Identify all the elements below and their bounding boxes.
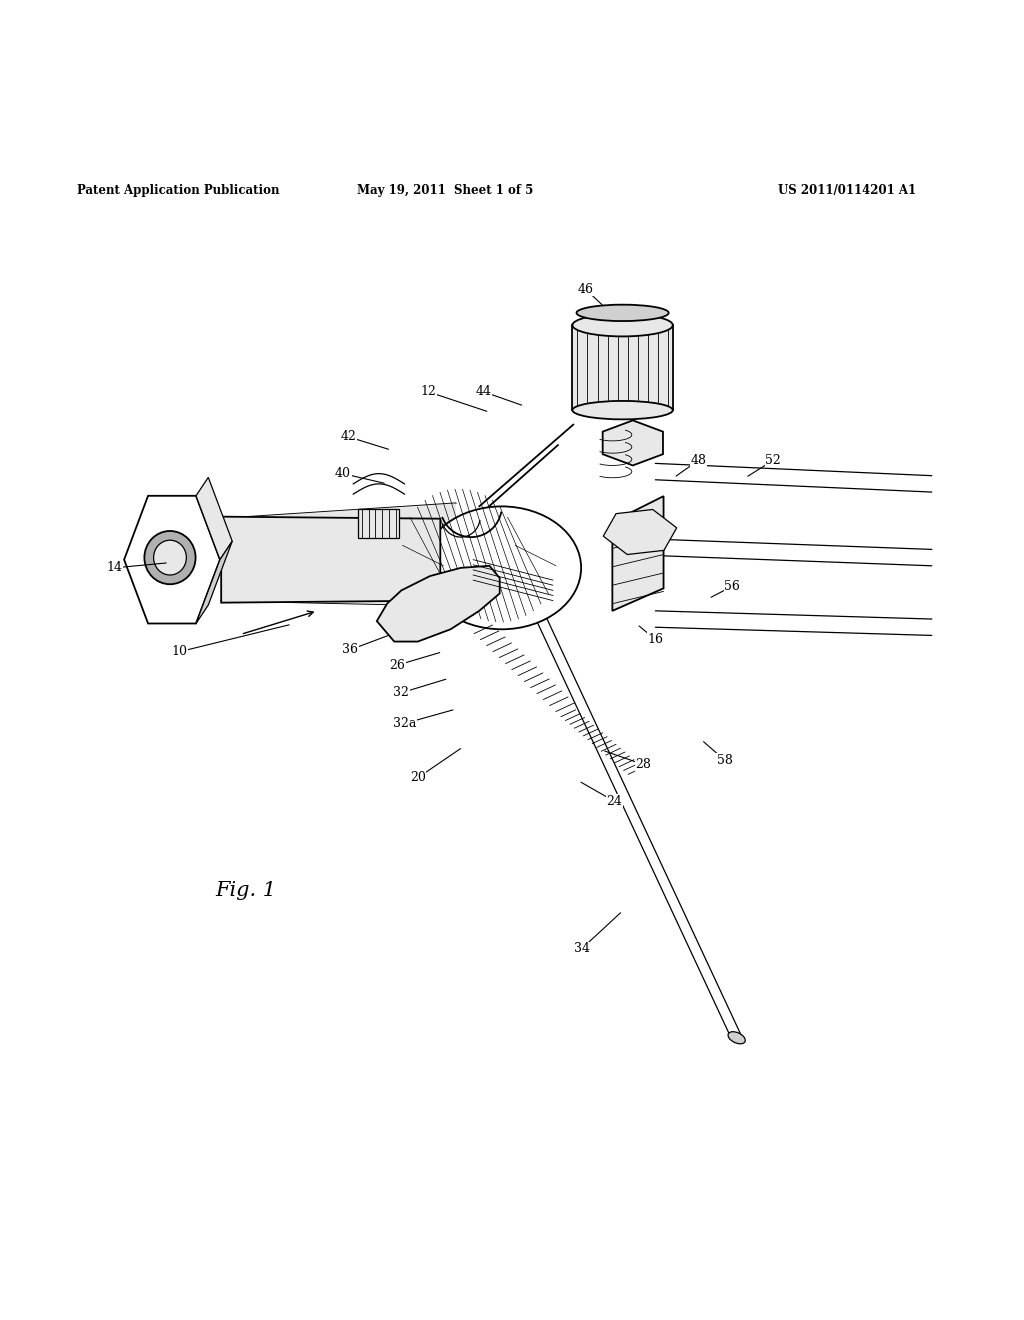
Text: 20: 20 — [410, 771, 426, 784]
Polygon shape — [572, 325, 673, 411]
Polygon shape — [196, 478, 232, 560]
Text: 14: 14 — [106, 561, 123, 574]
Text: 44: 44 — [475, 385, 492, 399]
Ellipse shape — [572, 314, 673, 337]
Text: 46: 46 — [578, 282, 594, 296]
Polygon shape — [196, 541, 232, 623]
Polygon shape — [221, 503, 456, 606]
Text: Fig. 1: Fig. 1 — [215, 880, 276, 900]
Text: US 2011/0114201 A1: US 2011/0114201 A1 — [778, 183, 916, 197]
Text: 34: 34 — [573, 942, 590, 956]
Ellipse shape — [144, 531, 196, 585]
Text: 32: 32 — [393, 686, 410, 700]
Text: 42: 42 — [340, 430, 356, 444]
Ellipse shape — [572, 401, 673, 420]
Ellipse shape — [154, 540, 186, 576]
Text: 58: 58 — [717, 754, 733, 767]
Polygon shape — [603, 510, 677, 554]
Text: 12: 12 — [420, 385, 436, 399]
Polygon shape — [221, 516, 440, 603]
Bar — [358, 510, 399, 539]
Text: Patent Application Publication: Patent Application Publication — [77, 183, 280, 197]
Polygon shape — [612, 496, 664, 611]
Text: 10: 10 — [171, 645, 187, 659]
Ellipse shape — [422, 507, 582, 630]
Text: 40: 40 — [335, 467, 351, 480]
Polygon shape — [603, 420, 663, 466]
Ellipse shape — [577, 305, 669, 321]
Text: May 19, 2011  Sheet 1 of 5: May 19, 2011 Sheet 1 of 5 — [357, 183, 534, 197]
Text: 48: 48 — [690, 454, 707, 467]
Text: 28: 28 — [635, 758, 651, 771]
Text: 32a: 32a — [393, 717, 416, 730]
Text: 26: 26 — [389, 659, 406, 672]
Text: 24: 24 — [606, 795, 623, 808]
Polygon shape — [377, 566, 500, 642]
Text: 36: 36 — [342, 643, 358, 656]
Text: 16: 16 — [647, 634, 664, 645]
Text: 56: 56 — [724, 579, 740, 593]
Text: 52: 52 — [765, 454, 781, 467]
Ellipse shape — [728, 1032, 745, 1044]
Polygon shape — [124, 496, 220, 623]
